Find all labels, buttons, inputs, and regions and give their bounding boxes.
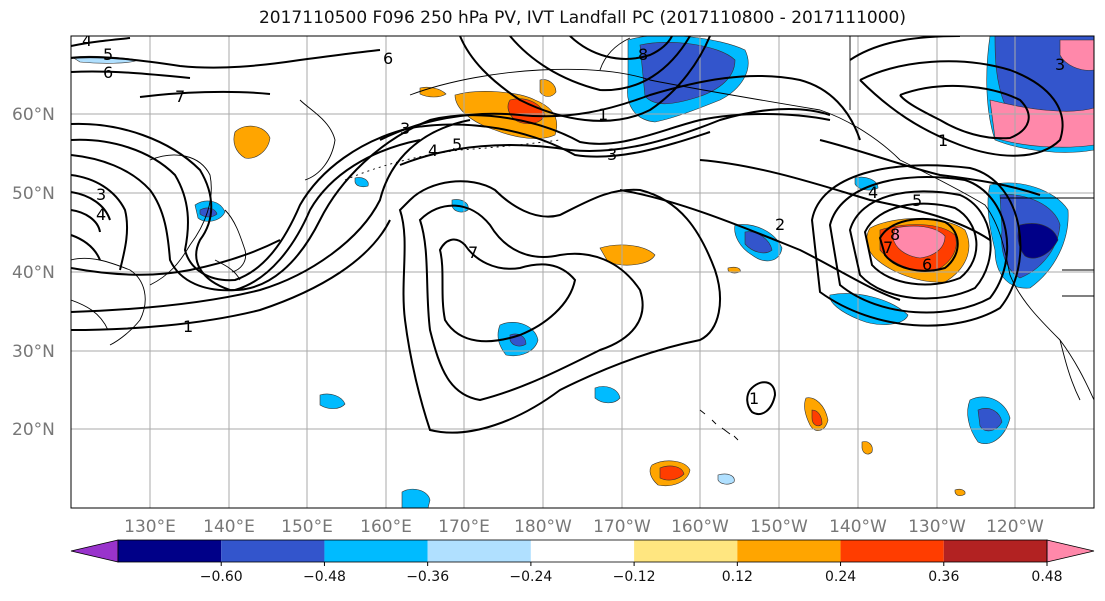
lat-label: 50°N: [12, 184, 55, 204]
colorbar-swatch: [324, 540, 428, 562]
colorbar-swatch: [118, 540, 222, 562]
latitude-labels: 60°N 50°N 40°N 30°N 20°N: [12, 105, 55, 440]
pv-anomaly-shading: [71, 36, 1094, 508]
lon-label: 180°W: [514, 517, 572, 537]
colorbar-tick-label: 0.36: [928, 569, 959, 585]
coastlines: [71, 36, 1094, 441]
contour-label: 1: [749, 389, 759, 408]
contour-label: 8: [890, 225, 900, 244]
lon-label: 130°W: [908, 517, 966, 537]
colorbar-tick-label: −0.36: [406, 569, 449, 585]
lon-label: 170°E: [438, 517, 490, 537]
lon-label: 120°W: [986, 517, 1044, 537]
contour-label: 2: [775, 215, 785, 234]
colorbar-tick-label: −0.60: [200, 569, 243, 585]
longitude-labels: 130°E 140°E 150°E 160°E 170°E 180°W 170°…: [124, 517, 1044, 537]
lon-label: 160°W: [671, 517, 729, 537]
contour-label: 7: [468, 243, 478, 262]
contour-label: 3: [607, 145, 617, 164]
colorbar-tick-label: 0.12: [722, 569, 753, 585]
colorbar-swatch: [427, 540, 531, 562]
contour-label: 5: [452, 135, 462, 154]
contour-label: 6: [383, 49, 393, 68]
contour-label: 4: [428, 141, 438, 160]
lon-label: 140°E: [203, 517, 255, 537]
colorbar: −0.60 −0.48 −0.36 −0.24 −0.12 0.12 0.24 0.36 0.4…: [70, 539, 1095, 585]
contour-label: 4: [96, 205, 106, 224]
contour-label: 1: [938, 131, 948, 150]
colorbar-swatch: [221, 540, 325, 562]
lat-label: 20°N: [12, 420, 55, 440]
colorbar-swatch: [840, 540, 944, 562]
lon-label: 170°W: [593, 517, 651, 537]
colorbar-extend-low: [70, 539, 119, 563]
contour-label: 4: [868, 183, 878, 202]
colorbar-swatch: [943, 540, 1047, 562]
graticule: [71, 36, 1094, 508]
colorbar-extend-high: [1046, 539, 1095, 563]
contour-label: 3: [1055, 55, 1065, 74]
contour-label: 5: [912, 191, 922, 210]
map-title: 2017110500 F096 250 hPa PV, IVT Landfall…: [258, 8, 906, 28]
contour-label: 3: [400, 119, 410, 138]
lon-label: 140°W: [829, 517, 887, 537]
colorbar-tick-label: −0.12: [613, 569, 656, 585]
lon-label: 150°E: [281, 517, 333, 537]
contour-label: 8: [638, 45, 648, 64]
colorbar-tick-label: 0.48: [1031, 569, 1062, 585]
contour-labels: 4 5 6 7 6 3 4 1 4 5 3 1 8 2 4 5 7 8 6 1 …: [82, 31, 1065, 408]
contour-label: 7: [175, 87, 185, 106]
colorbar-tick-label: −0.24: [509, 569, 552, 585]
contour-label: 3: [96, 185, 106, 204]
colorbar-swatch: [634, 540, 738, 562]
lat-label: 30°N: [12, 342, 55, 362]
lat-label: 60°N: [12, 105, 55, 125]
contour-label: 7: [883, 238, 893, 257]
contour-label: 1: [183, 317, 193, 336]
contour-label: 4: [82, 31, 92, 50]
contour-label: 5: [103, 45, 113, 64]
lon-label: 130°E: [124, 517, 176, 537]
lat-label: 40°N: [12, 263, 55, 283]
lon-label: 150°W: [750, 517, 808, 537]
colorbar-swatch: [530, 540, 635, 562]
colorbar-swatch: [737, 540, 841, 562]
map-frame: [70, 35, 1095, 509]
contour-label: 6: [922, 255, 932, 274]
contour-label: 1: [598, 105, 608, 124]
colorbar-tick-label: 0.24: [825, 569, 856, 585]
contour-label: 6: [103, 63, 113, 82]
colorbar-tick-label: −0.48: [303, 569, 346, 585]
lon-label: 160°E: [360, 517, 412, 537]
